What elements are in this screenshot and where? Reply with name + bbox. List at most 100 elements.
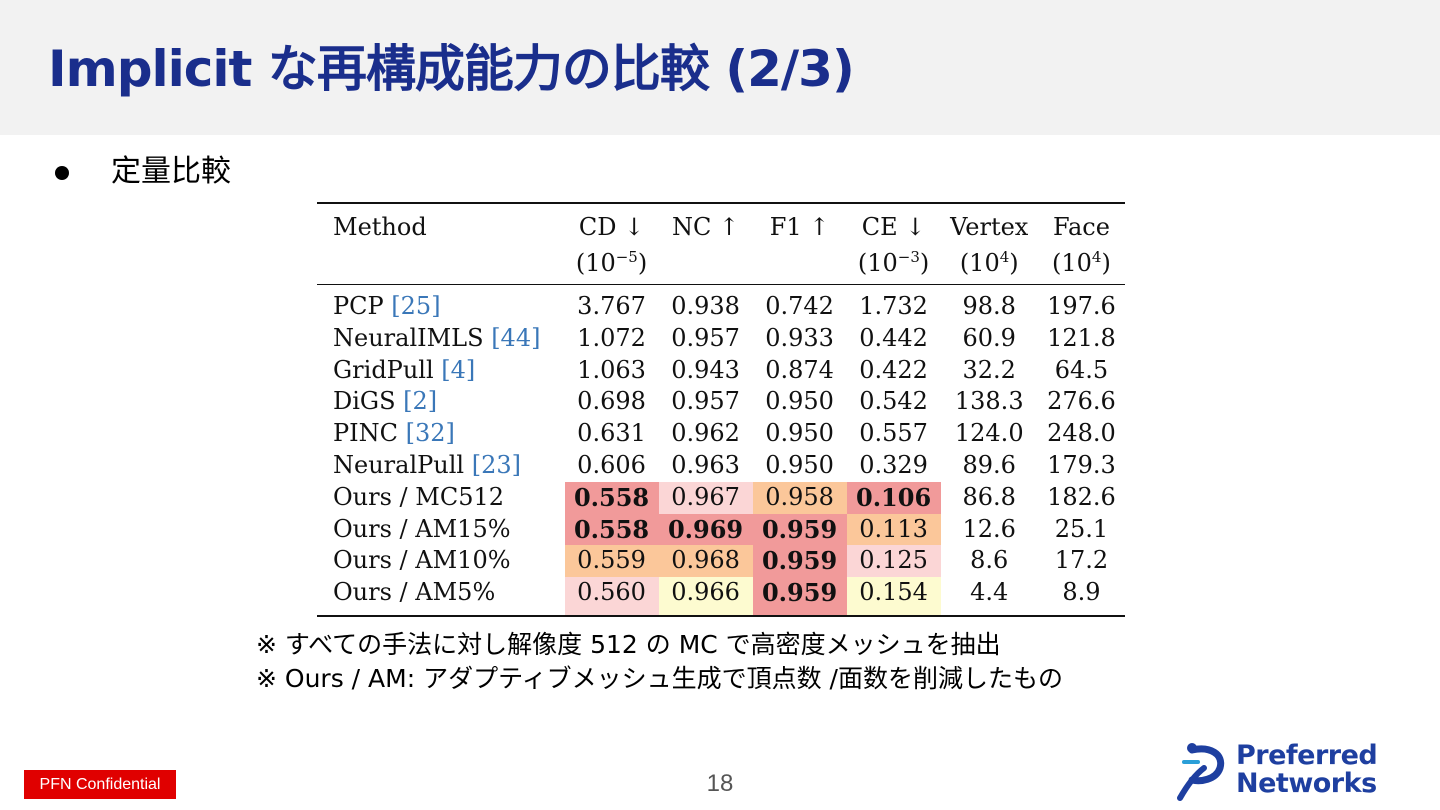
cell-ce: 0.125 <box>846 545 941 578</box>
unit-exponent: 4 <box>999 248 1010 266</box>
cell-cd: 0.560 <box>564 577 659 616</box>
header-label: CD ↓ <box>578 213 645 241</box>
unit-exponent: −5 <box>615 248 638 266</box>
table-row: Ours / AM5% 0.560 0.966 0.959 0.154 4.4 … <box>317 577 1125 616</box>
cell-method: GridPull [4] <box>317 355 565 387</box>
unit-exponent: 4 <box>1091 248 1102 266</box>
method-name: Ours / AM15% <box>333 514 511 543</box>
cell-ce: 1.732 <box>859 292 928 320</box>
citation-link[interactable]: [32] <box>405 419 455 448</box>
cell-nc: 0.938 <box>671 292 740 320</box>
cell-nc: 0.957 <box>671 323 740 352</box>
table-row: PCP [25] 3.767 0.938 0.742 1.732 98.8 19… <box>317 285 1125 323</box>
unit-base: (10 <box>959 249 1000 277</box>
confidential-badge: PFN Confidential <box>24 770 176 799</box>
cell-nc: 0.957 <box>671 387 740 416</box>
method-name: Ours / AM5% <box>333 578 496 607</box>
cell-vertex: 86.8 <box>962 482 1016 511</box>
unit-base: (10 <box>1052 249 1092 277</box>
header-unit: (10−3) <box>853 242 935 278</box>
citation-link[interactable]: [2] <box>403 387 438 416</box>
cell-face: 179.3 <box>1047 450 1116 479</box>
cell-ce: 0.329 <box>859 450 928 479</box>
cell-f1: 0.950 <box>765 450 834 479</box>
cell-ce: 0.113 <box>846 513 941 546</box>
cell-face: 197.6 <box>1047 292 1116 320</box>
cell-f1: 0.933 <box>765 323 834 352</box>
cell-method: PCP [25] <box>317 285 565 323</box>
cell-cd: 0.559 <box>564 545 659 578</box>
cell-f1: 0.959 <box>752 545 847 578</box>
cell-vertex: 124.0 <box>954 419 1024 448</box>
cell-nc: 0.967 <box>658 481 753 514</box>
header-unit: (104) <box>947 242 1032 278</box>
header-face: Face (104) <box>1037 203 1125 285</box>
method-name: Ours / AM10% <box>333 546 511 575</box>
table-row: Ours / AM10% 0.559 0.968 0.959 0.125 8.6… <box>317 545 1125 578</box>
header-label: F1 ↑ <box>769 213 830 241</box>
title-band <box>0 0 1440 135</box>
citation-link[interactable]: [23] <box>471 450 521 479</box>
footnote-1: ※ すべての手法に対し解像度 512 の MC で高密度メッシュを抽出 <box>256 630 1001 659</box>
header-ce: CE ↓ (10−3) <box>846 203 941 285</box>
cell-method: Ours / MC512 <box>317 482 565 514</box>
method-name: PINC <box>333 419 406 448</box>
header-label: Method <box>333 213 427 241</box>
cell-f1: 0.874 <box>765 355 834 384</box>
cell-face: 8.9 <box>1062 578 1101 607</box>
cell-method: Ours / AM15% <box>317 514 565 546</box>
table-row: NeuralPull [23] 0.606 0.963 0.950 0.329 … <box>317 450 1125 482</box>
cell-vertex: 32.2 <box>962 355 1016 384</box>
citation-link[interactable]: [25] <box>391 292 441 320</box>
cell-f1: 0.950 <box>765 387 834 416</box>
unit-close: ) <box>1101 249 1111 277</box>
footnote-2: ※ Ours / AM: アダプティブメッシュ生成で頂点数 /面数を削減したもの <box>256 664 1063 693</box>
table-row: DiGS [2] 0.698 0.957 0.950 0.542 138.3 2… <box>317 386 1125 418</box>
table-row: Ours / MC512 0.558 0.967 0.958 0.106 86.… <box>317 481 1125 514</box>
cell-vertex: 98.8 <box>962 292 1016 320</box>
logo-text: Preferred Networks <box>1236 742 1378 799</box>
cell-nc: 0.943 <box>671 355 740 384</box>
header-label: NC ↑ <box>672 213 740 241</box>
unit-base: (10 <box>575 249 616 277</box>
unit-exponent: −3 <box>897 248 920 266</box>
header-cd: CD ↓ (10−5) <box>564 203 659 285</box>
cell-nc: 0.969 <box>658 513 753 546</box>
cell-ce: 0.106 <box>846 481 941 514</box>
header-f1: F1 ↑ <box>752 203 847 285</box>
citation-link[interactable]: [44] <box>491 323 541 352</box>
cell-f1: 0.958 <box>752 481 847 514</box>
cell-cd: 1.072 <box>577 323 646 352</box>
header-label: Vertex <box>950 213 1029 241</box>
table-row: PINC [32] 0.631 0.962 0.950 0.557 124.0 … <box>317 418 1125 450</box>
cell-ce: 0.557 <box>859 419 928 448</box>
cell-cd: 0.606 <box>577 450 646 479</box>
header-unit: (10−5) <box>571 242 653 278</box>
cell-method: Ours / AM10% <box>317 545 565 577</box>
table-row: GridPull [4] 1.063 0.943 0.874 0.422 32.… <box>317 355 1125 387</box>
method-name: GridPull <box>333 355 442 384</box>
cell-ce: 0.542 <box>859 387 928 416</box>
cell-ce: 0.154 <box>846 577 941 616</box>
cell-f1: 0.950 <box>765 419 834 448</box>
cell-face: 64.5 <box>1054 355 1109 384</box>
table-header-row: Method CD ↓ (10−5) NC ↑ F1 ↑ CE ↓ (10−3) V… <box>317 203 1125 285</box>
cell-cd: 0.631 <box>577 419 646 448</box>
logo-line-2: Networks <box>1236 768 1377 799</box>
results-table: Method CD ↓ (10−5) NC ↑ F1 ↑ CE ↓ (10−3) V… <box>317 202 1125 617</box>
header-unit: (104) <box>1044 242 1119 278</box>
method-name: PCP <box>333 292 392 320</box>
method-name: Ours / MC512 <box>333 482 505 511</box>
cell-ce: 0.442 <box>859 323 928 352</box>
header-vertex: Vertex (104) <box>940 203 1038 285</box>
cell-method: NeuralIMLS [44] <box>317 323 565 355</box>
citation-link[interactable]: [4] <box>441 355 476 384</box>
cell-nc: 0.968 <box>658 545 753 578</box>
cell-cd: 3.767 <box>577 292 646 320</box>
company-logo: Preferred Networks <box>1170 740 1425 804</box>
cell-f1: 0.959 <box>752 577 847 616</box>
table-row: NeuralIMLS [44] 1.072 0.957 0.933 0.442 … <box>317 323 1125 355</box>
cell-f1: 0.742 <box>765 292 834 320</box>
cell-cd: 0.698 <box>577 387 646 416</box>
cell-face: 25.1 <box>1054 514 1109 543</box>
